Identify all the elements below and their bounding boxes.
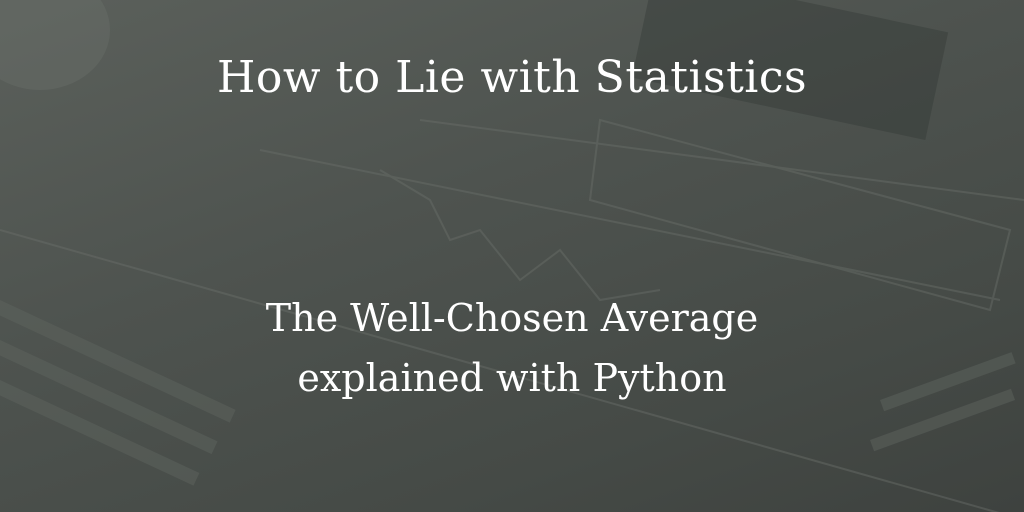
subtitle-line: The Well-Chosen Average [265,296,759,340]
subtitle: The Well-Chosen Average explained with P… [0,288,1024,408]
photo-shape [0,0,110,90]
photo-shape [631,0,949,140]
subtitle-line: explained with Python [297,356,727,400]
title: How to Lie with Statistics [216,52,808,103]
